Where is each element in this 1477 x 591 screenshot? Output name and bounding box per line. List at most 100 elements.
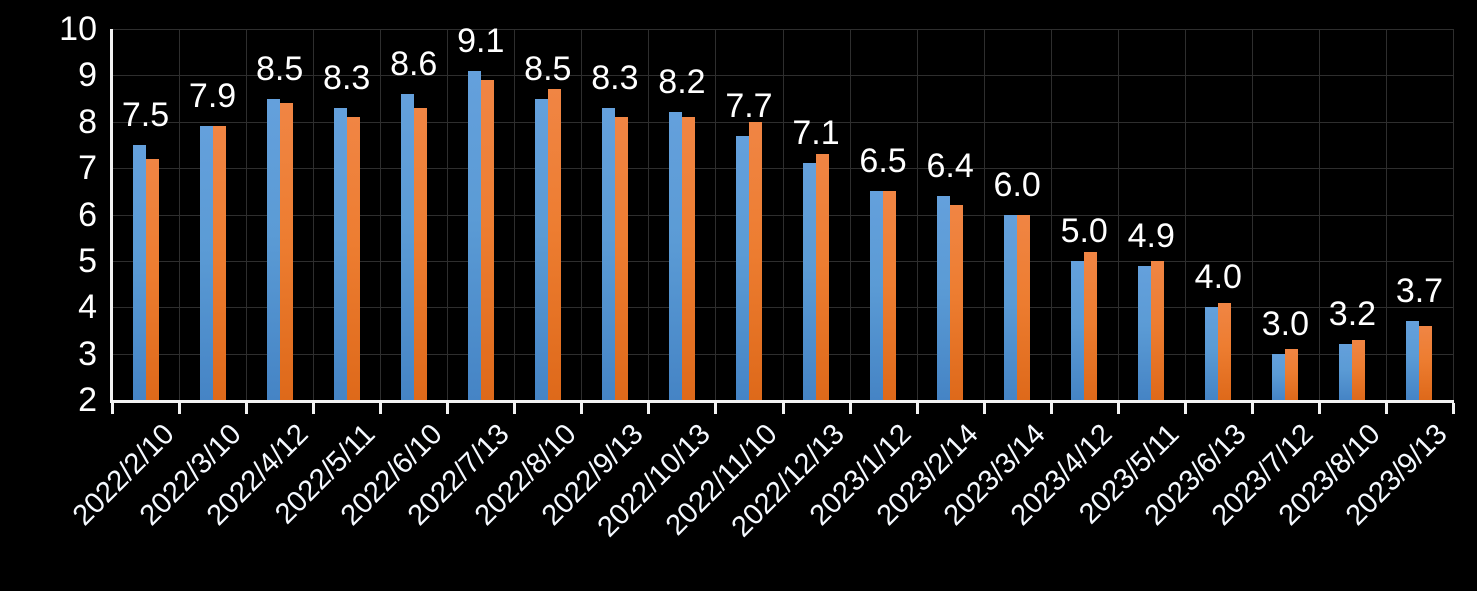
data-label: 3.2 xyxy=(1328,295,1377,334)
x-axis-tick xyxy=(446,403,450,414)
x-axis-tick xyxy=(781,403,785,414)
vertical-gridline xyxy=(1453,29,1454,400)
data-label: 3.7 xyxy=(1395,272,1444,311)
x-axis-tick xyxy=(647,403,651,414)
bar-series-2-orange xyxy=(681,117,695,400)
vertical-gridline xyxy=(648,29,650,400)
data-label: 8.3 xyxy=(591,58,639,97)
bar-series-2-orange xyxy=(1084,251,1098,400)
bar-series-1-blue xyxy=(937,195,951,400)
bar-series-2-orange xyxy=(748,121,762,400)
data-label: 7.5 xyxy=(121,95,170,134)
y-axis-tick-label: 8 xyxy=(78,102,97,141)
bar-series-1-blue xyxy=(668,112,682,400)
bar-series-1-blue xyxy=(400,93,414,400)
data-label: 7.9 xyxy=(188,77,237,116)
bar-series-1-blue xyxy=(266,98,280,400)
x-axis-line xyxy=(110,400,1454,403)
y-axis-tick-label: 4 xyxy=(78,288,97,327)
x-axis-tick xyxy=(1183,403,1187,414)
vertical-gridline xyxy=(782,29,784,400)
bar-series-2-orange xyxy=(1017,214,1031,400)
bar-series-2-orange xyxy=(145,158,159,400)
bar-series-1-blue xyxy=(601,107,615,400)
x-axis-tick xyxy=(1317,403,1321,414)
vertical-gridline xyxy=(313,29,315,400)
vertical-gridline xyxy=(581,29,583,400)
y-axis-tick-label: 10 xyxy=(59,10,97,48)
x-axis-tick xyxy=(178,403,182,414)
bar-series-2-orange xyxy=(950,205,964,400)
vertical-gridline xyxy=(179,29,181,400)
x-axis-tick xyxy=(513,403,517,414)
bar-series-1-blue xyxy=(132,144,146,400)
bar-series-1-blue xyxy=(735,135,749,400)
bar-series-2-orange xyxy=(1218,302,1232,400)
x-axis-tick xyxy=(1384,403,1388,414)
bar-series-2-orange xyxy=(883,191,897,400)
vertical-gridline xyxy=(380,29,382,400)
data-label: 8.2 xyxy=(658,63,706,102)
vertical-gridline xyxy=(1318,29,1320,400)
data-label: 9.1 xyxy=(457,21,505,60)
vertical-gridline xyxy=(1050,29,1052,400)
vertical-gridline xyxy=(849,29,851,400)
y-axis-line xyxy=(110,29,113,403)
x-axis-tick xyxy=(1049,403,1053,414)
y-axis-tick-label: 9 xyxy=(78,56,97,95)
x-axis-tick xyxy=(580,403,584,414)
vertical-gridline xyxy=(514,29,516,400)
y-axis-tick-label: 6 xyxy=(78,195,97,234)
bar-series-2-orange xyxy=(413,107,427,400)
bar-series-2-orange xyxy=(1151,260,1165,400)
x-axis-tick xyxy=(312,403,316,414)
bar-series-1-blue xyxy=(333,107,347,400)
bar-series-2-orange xyxy=(279,103,293,400)
y-axis-tick-label: 3 xyxy=(78,334,97,373)
data-label: 8.3 xyxy=(323,58,371,97)
x-axis-tick xyxy=(848,403,852,414)
bar-series-1-blue xyxy=(870,191,884,400)
data-label: 8.5 xyxy=(524,49,572,88)
bar-series-1-blue xyxy=(534,98,548,400)
y-axis-tick-label: 5 xyxy=(78,241,97,280)
bar-series-1-blue xyxy=(1272,353,1286,400)
x-axis-tick xyxy=(245,403,249,414)
data-label: 6.0 xyxy=(993,165,1041,204)
y-axis-tick-label: 7 xyxy=(78,149,97,188)
bar-series-2-orange xyxy=(816,154,830,400)
vertical-gridline xyxy=(1385,29,1387,400)
bar-series-1-blue xyxy=(1205,307,1219,400)
vertical-gridline xyxy=(1184,29,1186,400)
x-axis-tick xyxy=(982,403,986,414)
bar-series-1-blue xyxy=(1071,260,1085,400)
x-axis-tick xyxy=(1452,403,1455,414)
bar-series-1-blue xyxy=(467,70,481,400)
bar-series-2-orange xyxy=(614,117,628,400)
x-axis-tick xyxy=(1116,403,1120,414)
bar-series-1-blue xyxy=(803,163,817,400)
vertical-gridline xyxy=(1251,29,1253,400)
bar-series-2-orange xyxy=(346,117,360,400)
data-label: 6.4 xyxy=(926,146,974,185)
data-label: 7.1 xyxy=(792,114,840,153)
vertical-gridline xyxy=(246,29,248,400)
data-label: 3.0 xyxy=(1261,304,1309,343)
x-axis-tick xyxy=(379,403,383,414)
x-axis-tick xyxy=(1250,403,1254,414)
bar-series-2-orange xyxy=(212,126,226,400)
vertical-gridline xyxy=(916,29,918,400)
data-label: 8.5 xyxy=(255,49,304,88)
bar-series-1-blue xyxy=(1339,344,1353,400)
data-label: 4.0 xyxy=(1194,258,1242,297)
bar-series-1-blue xyxy=(199,126,213,400)
data-label: 4.9 xyxy=(1127,216,1175,255)
vertical-gridline xyxy=(983,29,985,400)
bar-series-1-blue xyxy=(1406,321,1420,400)
bar-series-1-blue xyxy=(1004,214,1018,400)
data-label: 8.6 xyxy=(390,44,438,83)
vertical-gridline xyxy=(447,29,449,400)
x-axis-tick xyxy=(111,403,114,414)
x-axis-tick xyxy=(714,403,718,414)
